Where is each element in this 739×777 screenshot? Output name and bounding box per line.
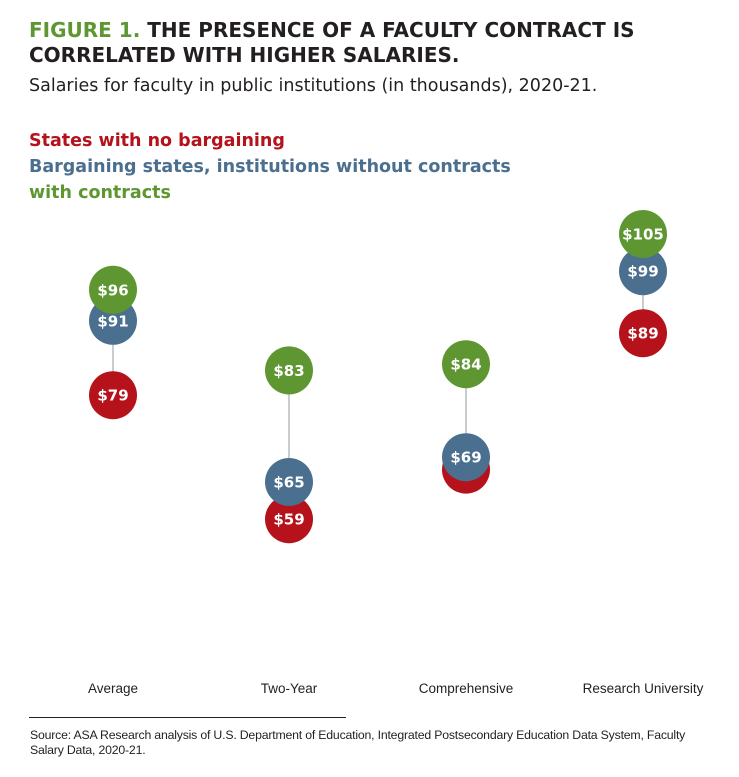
dot-circle bbox=[265, 346, 313, 395]
dot-with-contracts-average: $96 bbox=[89, 265, 137, 314]
category-label-average: Average bbox=[88, 681, 138, 696]
source-note: Source: ASA Research analysis of U.S. De… bbox=[30, 728, 686, 757]
source-divider bbox=[29, 717, 346, 718]
dot-with-contracts-comprehensive: $84 bbox=[442, 340, 490, 389]
dot-circle bbox=[442, 433, 490, 482]
data-label: $99 bbox=[627, 263, 658, 281]
data-label: $65 bbox=[273, 474, 304, 492]
legend: States with no bargaining Bargaining sta… bbox=[29, 128, 511, 206]
chart-subtitle: Salaries for faculty in public instituti… bbox=[29, 76, 598, 96]
data-label: $89 bbox=[627, 325, 658, 343]
data-label: $96 bbox=[97, 281, 128, 299]
dot-circle bbox=[89, 265, 137, 314]
category-label-research-university: Research University bbox=[583, 681, 704, 696]
category-label-comprehensive: Comprehensive bbox=[419, 681, 514, 696]
chart-title: FIGURE 1. THE PRESENCE OF A FACULTY CONT… bbox=[29, 18, 719, 68]
dot-circle bbox=[619, 309, 667, 358]
data-label: $91 bbox=[97, 312, 128, 330]
dot-circle bbox=[89, 371, 137, 420]
title-text: THE PRESENCE OF A FACULTY CONTRACT IS CO… bbox=[29, 18, 635, 67]
dot-circle bbox=[265, 495, 313, 544]
data-label: $69 bbox=[450, 449, 481, 467]
dot-without-contracts-two-year: $65 bbox=[265, 458, 313, 506]
category-label-two-year: Two-Year bbox=[261, 681, 318, 696]
dot-no-bargaining-two-year: $59 bbox=[265, 495, 313, 544]
legend-item-no-bargaining: States with no bargaining bbox=[29, 131, 285, 151]
dot-with-contracts-two-year: $83 bbox=[265, 346, 313, 395]
data-label: $59 bbox=[273, 511, 304, 529]
data-label: $105 bbox=[622, 226, 664, 244]
figure-label: FIGURE 1. bbox=[29, 18, 141, 42]
dot-without-contracts-research-university: $99 bbox=[619, 247, 667, 296]
dot-circle bbox=[442, 340, 490, 389]
dot-without-contracts-comprehensive: $69 bbox=[442, 433, 490, 482]
dot-circle bbox=[619, 247, 667, 296]
legend-item-with-contracts: with contracts bbox=[29, 183, 171, 203]
dot-no-bargaining-average: $79 bbox=[89, 371, 137, 420]
data-label: $79 bbox=[97, 387, 128, 405]
data-label: $84 bbox=[450, 356, 481, 374]
dot-circle bbox=[265, 458, 313, 506]
data-label: $83 bbox=[273, 362, 304, 380]
dot-with-contracts-research-university: $105 bbox=[619, 210, 667, 258]
legend-item-without-contracts: Bargaining states, institutions without … bbox=[29, 157, 511, 177]
dot-no-bargaining-research-university: $89 bbox=[619, 309, 667, 358]
dot-circle bbox=[619, 210, 667, 258]
